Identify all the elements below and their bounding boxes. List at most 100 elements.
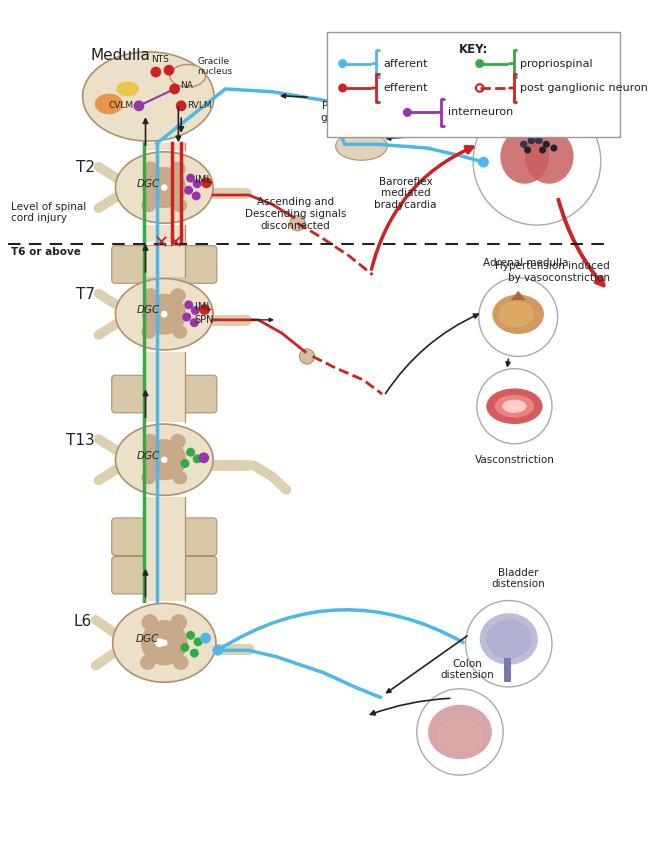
- Circle shape: [476, 60, 483, 67]
- Circle shape: [477, 369, 552, 444]
- Ellipse shape: [173, 471, 188, 484]
- Circle shape: [543, 141, 549, 147]
- Text: IML: IML: [195, 302, 211, 312]
- Circle shape: [192, 192, 200, 200]
- Text: DGC: DGC: [137, 451, 160, 461]
- Circle shape: [181, 460, 189, 468]
- Circle shape: [161, 311, 168, 318]
- Ellipse shape: [142, 439, 186, 480]
- Circle shape: [134, 101, 144, 110]
- Ellipse shape: [95, 94, 123, 114]
- Ellipse shape: [82, 52, 214, 141]
- Text: Vasconstriction: Vasconstriction: [475, 455, 555, 465]
- Circle shape: [191, 319, 198, 326]
- Ellipse shape: [116, 279, 213, 350]
- Circle shape: [521, 141, 527, 147]
- Circle shape: [529, 138, 534, 144]
- Ellipse shape: [428, 705, 492, 759]
- Text: T13: T13: [66, 433, 95, 448]
- Circle shape: [170, 84, 180, 94]
- Circle shape: [479, 157, 488, 167]
- Circle shape: [417, 688, 503, 775]
- Ellipse shape: [141, 620, 188, 666]
- Text: NA: NA: [180, 81, 193, 90]
- FancyBboxPatch shape: [112, 375, 217, 413]
- Text: Colon
distension: Colon distension: [441, 659, 494, 680]
- Text: Hypertension induced
by vasoconstriction: Hypertension induced by vasoconstriction: [495, 261, 610, 283]
- Text: Adrenal medulla: Adrenal medulla: [483, 258, 569, 269]
- Text: propriospinal: propriospinal: [520, 59, 593, 69]
- Ellipse shape: [173, 655, 189, 670]
- FancyArrowPatch shape: [386, 314, 478, 394]
- Ellipse shape: [170, 434, 186, 449]
- Text: DGC: DGC: [137, 178, 160, 189]
- Ellipse shape: [142, 167, 186, 208]
- Circle shape: [465, 601, 552, 687]
- FancyArrowPatch shape: [220, 609, 464, 649]
- Ellipse shape: [486, 620, 531, 659]
- Circle shape: [181, 643, 189, 651]
- Ellipse shape: [170, 288, 186, 303]
- FancyBboxPatch shape: [112, 518, 217, 556]
- Circle shape: [161, 639, 168, 646]
- Ellipse shape: [116, 152, 213, 224]
- Circle shape: [540, 147, 545, 153]
- Ellipse shape: [116, 82, 139, 96]
- Circle shape: [202, 178, 211, 188]
- Circle shape: [290, 216, 305, 230]
- Text: DGC: DGC: [137, 305, 160, 315]
- Ellipse shape: [173, 326, 188, 339]
- Polygon shape: [144, 225, 185, 242]
- Circle shape: [161, 456, 168, 463]
- Text: Petrosal
ganglion: Petrosal ganglion: [320, 101, 365, 122]
- Ellipse shape: [142, 614, 158, 631]
- Ellipse shape: [438, 719, 483, 752]
- Polygon shape: [144, 352, 185, 422]
- Ellipse shape: [470, 725, 479, 746]
- Ellipse shape: [502, 400, 527, 413]
- Circle shape: [187, 174, 194, 182]
- Circle shape: [161, 184, 168, 190]
- Polygon shape: [144, 497, 185, 602]
- Polygon shape: [511, 291, 526, 300]
- FancyBboxPatch shape: [112, 246, 217, 283]
- Circle shape: [476, 84, 483, 92]
- Circle shape: [176, 101, 186, 110]
- Text: efferent: efferent: [383, 83, 428, 93]
- Circle shape: [156, 639, 164, 647]
- Ellipse shape: [479, 613, 538, 665]
- Text: post ganglionic neuron: post ganglionic neuron: [520, 83, 648, 93]
- Circle shape: [525, 147, 531, 153]
- Ellipse shape: [143, 162, 158, 177]
- Polygon shape: [144, 246, 185, 277]
- Circle shape: [151, 67, 160, 76]
- FancyBboxPatch shape: [327, 31, 620, 137]
- Circle shape: [194, 455, 201, 462]
- Ellipse shape: [461, 725, 470, 746]
- Circle shape: [299, 349, 315, 364]
- Text: T7: T7: [76, 287, 95, 302]
- Circle shape: [536, 138, 542, 144]
- Ellipse shape: [170, 162, 186, 177]
- FancyArrowPatch shape: [370, 699, 450, 715]
- Ellipse shape: [142, 326, 156, 339]
- Text: NTS: NTS: [151, 54, 168, 64]
- Text: KEY:: KEY:: [458, 43, 488, 56]
- Ellipse shape: [486, 388, 543, 424]
- Text: SPN: SPN: [195, 314, 214, 325]
- Ellipse shape: [336, 132, 387, 161]
- Circle shape: [183, 314, 191, 320]
- Text: afferent: afferent: [383, 59, 428, 69]
- Circle shape: [199, 453, 208, 462]
- Text: CVLM: CVLM: [108, 101, 133, 110]
- Text: Ascending and
Descending signals
disconnected: Ascending and Descending signals disconn…: [245, 197, 346, 230]
- Ellipse shape: [143, 288, 158, 303]
- Text: Gracile
nucleus: Gracile nucleus: [197, 57, 232, 76]
- Ellipse shape: [452, 725, 461, 746]
- Circle shape: [213, 646, 223, 655]
- Text: Baroreflex
mediated
bradycardia: Baroreflex mediated bradycardia: [374, 177, 437, 210]
- Text: T2: T2: [76, 161, 95, 175]
- Text: Medulla: Medulla: [90, 48, 150, 63]
- Text: ✕✕: ✕✕: [154, 234, 184, 252]
- Circle shape: [404, 109, 411, 116]
